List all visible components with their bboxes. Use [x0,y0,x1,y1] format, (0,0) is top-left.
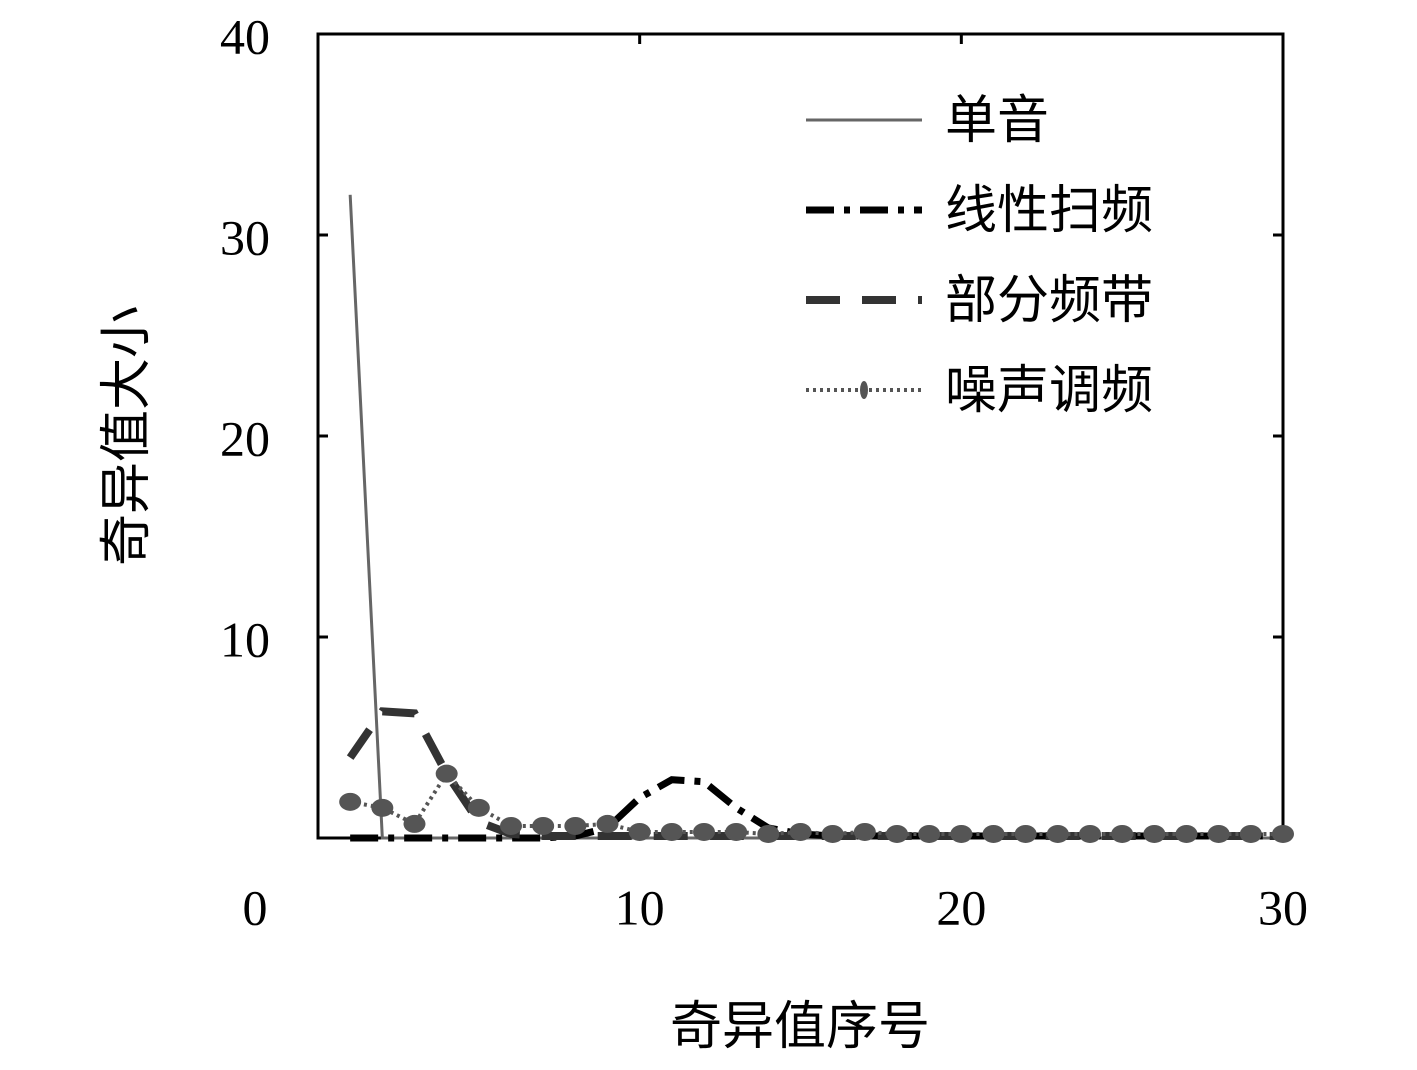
legend-label: 线性扫频 [945,181,1153,241]
series-marker [1111,824,1134,843]
series-marker [950,824,973,843]
series-line [346,707,1283,840]
series-marker [339,792,362,811]
series-line [349,770,1283,836]
series-marker [1014,824,1037,843]
legend-marker [860,381,868,399]
legend-label: 单音 [945,91,1049,151]
y-tick-label: 40 [220,8,270,64]
series-marker [435,764,458,783]
series-marker [500,816,522,835]
series-marker [1207,824,1230,843]
series-marker [1239,824,1262,843]
series-marker [564,816,587,835]
series-marker [789,822,812,841]
plot-frame [316,32,1285,840]
y-tick-label: 30 [220,209,270,265]
x-tick-label: 20 [936,879,986,935]
legend-label: 噪声调频 [945,361,1153,421]
x-tick-label: 0 [243,879,268,935]
series-marker [628,822,651,841]
series-marker [725,822,748,841]
x-axis-label: 奇异值序号 [670,997,930,1057]
x-tick-label: 30 [1258,879,1308,935]
x-tick-label: 10 [615,879,665,935]
series-marker [467,798,490,817]
series-marker [660,822,683,841]
series-marker [1046,824,1069,843]
series-marker [757,824,780,843]
y-axis-label: 奇异值大小 [97,306,157,566]
series-marker [371,798,394,817]
series-marker [853,822,876,841]
y-tick-label: 10 [220,611,270,667]
series-marker [886,824,908,843]
series-marker [1175,824,1198,843]
y-tick-label: 20 [220,410,270,466]
series-marker [596,814,619,833]
series-marker [1079,824,1101,843]
legend-label: 部分频带 [945,271,1153,331]
series-marker [982,824,1005,843]
series-marker [532,816,555,835]
series-marker [693,822,715,841]
series-marker [403,814,426,833]
series-marker [821,824,844,843]
series-marker [918,824,941,843]
series-marker [1143,824,1166,843]
series-marker [1272,824,1294,843]
